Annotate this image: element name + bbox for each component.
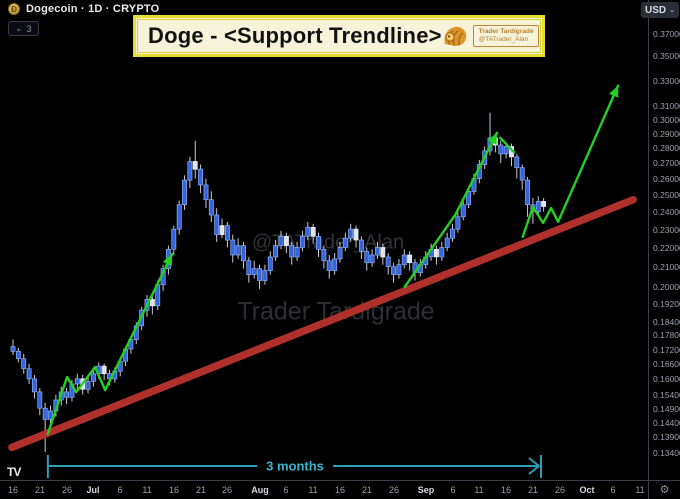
- time-tick-label: 6: [283, 485, 289, 495]
- time-tick-label: Sep: [417, 485, 435, 495]
- time-axis[interactable]: 16 21 26 Jul 6 11 16 21 26 Aug 6 11 16 21 26 Sep 6 11 16 21…: [0, 480, 680, 499]
- chevron-down-icon: ⌄: [669, 7, 675, 14]
- banner-title: Doge - <Support Trendline>: [148, 23, 442, 48]
- title-banner[interactable]: Doge - <Support Trendline> Trader Tardig…: [133, 15, 545, 57]
- time-tick-label: 11: [474, 485, 484, 495]
- time-tick-label: 16: [168, 485, 180, 495]
- candles-layer: [10, 112, 547, 452]
- time-tick-label: 6: [450, 485, 456, 495]
- currency-label: USD: [645, 4, 667, 16]
- currency-button[interactable]: USD ⌄: [641, 2, 679, 18]
- measure-label[interactable]: 3 months: [257, 458, 333, 474]
- axis-corner: ⚙: [648, 480, 680, 499]
- time-tick-label: 26: [554, 485, 566, 495]
- chevron-down-icon: ⌄: [15, 23, 23, 33]
- author-name: Trader Tardigrade: [478, 28, 534, 35]
- time-tick-label: 21: [34, 485, 46, 495]
- green-trend-arrows[interactable]: [46, 84, 620, 436]
- dogecoin-icon: Ð: [8, 3, 20, 15]
- time-tick-label: 21: [527, 485, 539, 495]
- time-tick-label: 26: [388, 485, 400, 495]
- time-tick-label: 6: [117, 485, 123, 495]
- time-tick-label: 26: [61, 485, 73, 495]
- tardigrade-logo-icon: [444, 26, 466, 46]
- support-trendline[interactable]: [8, 195, 637, 452]
- time-tick-label: 11: [308, 485, 318, 495]
- tradingview-logo[interactable]: TV: [7, 465, 21, 479]
- chart-canvas[interactable]: [0, 0, 648, 480]
- time-tick-label: 16: [334, 485, 346, 495]
- author-handle: @TATrader_Alan: [478, 36, 529, 43]
- price-tick-label: 0.13400: [653, 448, 680, 458]
- time-tick-label: 16: [7, 485, 19, 495]
- settings-gear-icon[interactable]: ⚙: [659, 483, 670, 496]
- time-tick-label: 11: [635, 485, 645, 495]
- indicator-count: 3: [26, 23, 32, 34]
- author-badge: Trader Tardigrade @TATrader_Alan: [472, 25, 540, 47]
- time-tick-label: Jul: [86, 485, 100, 495]
- indicator-chip[interactable]: ⌄ 3: [8, 21, 39, 36]
- time-tick-label: Aug: [251, 485, 269, 495]
- time-tick-label: 21: [361, 485, 373, 495]
- time-tick-label: 26: [221, 485, 233, 495]
- symbol-title: Dogecoin · 1D · CRYPTO: [26, 3, 160, 15]
- time-tick-label: 16: [500, 485, 512, 495]
- time-tick-label: Oct: [579, 485, 595, 495]
- time-tick-label: 6: [610, 485, 616, 495]
- time-tick-label: 11: [142, 485, 152, 495]
- time-tick-label: 21: [195, 485, 207, 495]
- symbol-legend[interactable]: Ð Dogecoin · 1D · CRYPTO: [8, 3, 159, 15]
